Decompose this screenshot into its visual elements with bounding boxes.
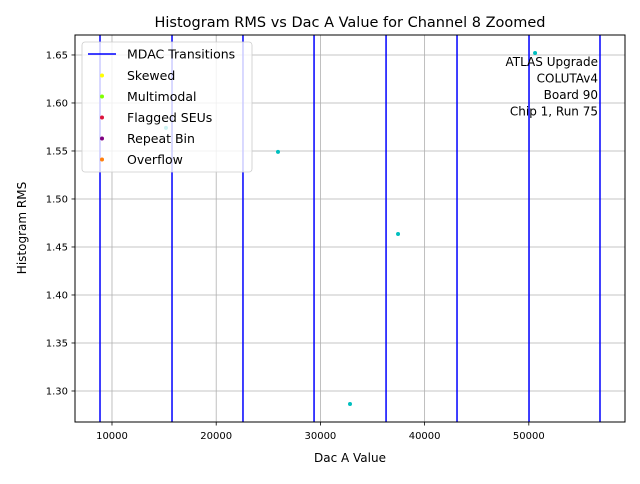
x-tick-label: 40000: [409, 431, 441, 442]
legend-marker: [100, 115, 104, 120]
y-tick-label: 1.30: [46, 386, 68, 397]
x-tick-label: 20000: [200, 431, 232, 442]
legend-box: [81, 41, 253, 173]
y-tick-label: 1.35: [46, 338, 68, 349]
legend: MDAC Transitions Skewed Multimodal Flagged …: [81, 41, 253, 173]
axis-ticks: 10000 20000 30000 40000 50000 1.30 1.35 1.40 1.4…: [46, 50, 545, 442]
legend-label: MDAC Transitions: [127, 47, 235, 62]
annotation-line: Chip 1, Run 75: [510, 105, 598, 119]
y-tick-label: 1.40: [46, 290, 68, 301]
legend-label: Skewed: [127, 68, 175, 83]
y-axis-label: Histogram RMS: [15, 182, 29, 274]
plot-frame: [74, 34, 626, 423]
y-tick-label: 1.50: [46, 194, 68, 205]
legend-label: Flagged SEUs: [127, 110, 212, 125]
data-point: [396, 232, 401, 237]
data-point: [533, 51, 538, 56]
x-tick-label: 50000: [513, 431, 545, 442]
legend-label: Multimodal: [127, 89, 196, 104]
legend-label: Repeat Bin: [127, 131, 195, 146]
data-point: [275, 149, 280, 154]
legend-marker: [100, 157, 104, 162]
annotation-line: COLUTAv4: [537, 72, 598, 86]
legend-marker: [100, 94, 104, 99]
y-tick-label: 1.45: [46, 242, 68, 253]
annotation-line: ATLAS Upgrade: [505, 55, 598, 69]
legend-label: Overflow: [127, 152, 183, 167]
x-axis-label: Dac A Value: [314, 451, 386, 465]
x-tick-label: 10000: [96, 431, 128, 442]
y-tick-label: 1.60: [46, 98, 68, 109]
annotation-line: Board 90: [544, 88, 598, 102]
x-tick-label: 30000: [304, 431, 336, 442]
chart-title: Histogram RMS vs Dac A Value for Channel…: [154, 15, 545, 31]
legend-marker: [100, 136, 104, 141]
y-tick-label: 1.65: [46, 50, 68, 61]
y-tick-label: 1.55: [46, 146, 68, 157]
data-point: [348, 401, 352, 406]
annotation: ATLAS Upgrade COLUTAv4 Board 90 Chip 1, Ru…: [505, 55, 598, 119]
legend-marker: [100, 73, 104, 78]
